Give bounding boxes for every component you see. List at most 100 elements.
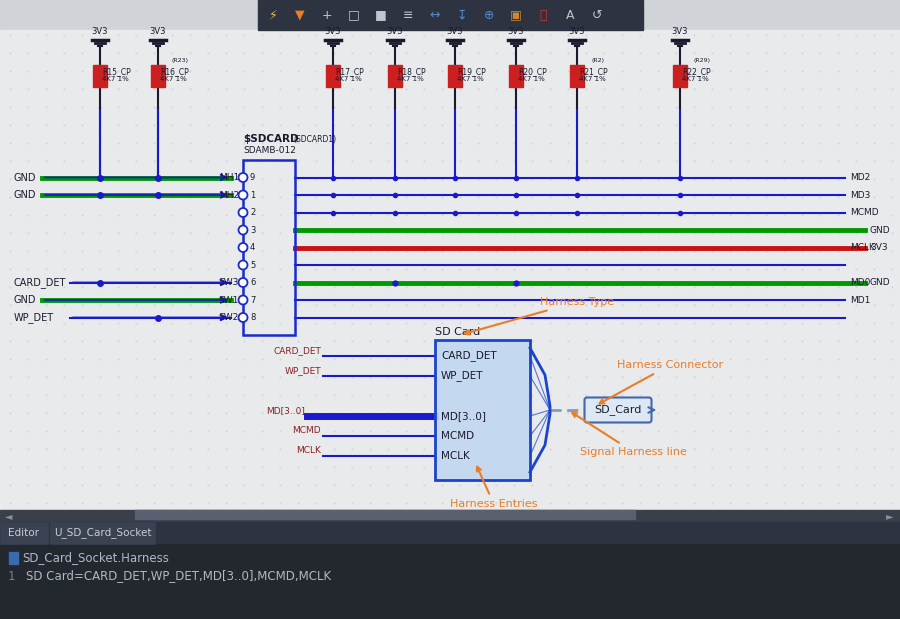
Text: GND: GND <box>14 173 37 183</box>
Text: (R2): (R2) <box>591 58 604 63</box>
Text: Signal Harness line: Signal Harness line <box>572 413 687 457</box>
Bar <box>0 544 900 619</box>
Text: $SDCARD: $SDCARD <box>243 134 299 144</box>
Text: 4K7 1%: 4K7 1% <box>518 76 544 82</box>
Text: □: □ <box>348 9 360 22</box>
Text: MD[3..0]: MD[3..0] <box>266 406 305 415</box>
Bar <box>388 65 402 87</box>
Text: 4K7 1%: 4K7 1% <box>102 76 129 82</box>
Text: MCLK: MCLK <box>441 451 470 461</box>
Circle shape <box>238 191 248 199</box>
Text: 4K7 1%: 4K7 1% <box>397 76 424 82</box>
Text: R15_CP: R15_CP <box>102 67 130 76</box>
Text: R21_CP: R21_CP <box>579 67 608 76</box>
Text: GND: GND <box>870 225 891 235</box>
Bar <box>0 510 900 522</box>
Text: ↔: ↔ <box>430 9 440 22</box>
Circle shape <box>238 261 248 269</box>
Text: ⓘ: ⓘ <box>539 9 547 22</box>
Text: 3V3: 3V3 <box>446 27 464 36</box>
Bar <box>673 65 687 87</box>
Text: ▣: ▣ <box>510 9 522 22</box>
Text: MD3: MD3 <box>850 191 870 199</box>
Text: R19_CP: R19_CP <box>457 67 486 76</box>
Circle shape <box>238 295 248 305</box>
Text: (SDCARD1): (SDCARD1) <box>293 135 336 144</box>
Text: 2: 2 <box>250 208 256 217</box>
Text: Harness Type: Harness Type <box>465 297 614 334</box>
Bar <box>0 522 900 544</box>
Text: WP_DET: WP_DET <box>284 366 321 375</box>
Text: 4: 4 <box>250 243 256 252</box>
Text: 3V3: 3V3 <box>671 27 688 36</box>
Text: MH1: MH1 <box>219 173 239 182</box>
Text: 4K7 1%: 4K7 1% <box>579 76 606 82</box>
Text: 9: 9 <box>250 173 256 182</box>
FancyBboxPatch shape <box>584 397 652 423</box>
Text: Harness Connector: Harness Connector <box>599 360 723 404</box>
Text: ⚡: ⚡ <box>268 9 277 22</box>
Text: MD2: MD2 <box>850 173 870 182</box>
Text: MCMD: MCMD <box>850 208 878 217</box>
Bar <box>243 160 295 335</box>
Text: MCMD: MCMD <box>441 431 474 441</box>
Text: ↺: ↺ <box>592 9 602 22</box>
Text: MCLK: MCLK <box>296 446 321 455</box>
Text: 3V3: 3V3 <box>508 27 524 36</box>
Text: 3V3: 3V3 <box>325 27 341 36</box>
Text: 3V3: 3V3 <box>92 27 108 36</box>
Circle shape <box>238 243 248 252</box>
Text: MH2: MH2 <box>219 191 239 199</box>
Text: +: + <box>321 9 332 22</box>
Text: WP_DET: WP_DET <box>441 371 483 381</box>
Text: 8: 8 <box>250 313 256 322</box>
Text: MD0: MD0 <box>850 278 870 287</box>
Text: 3V3: 3V3 <box>569 27 585 36</box>
Circle shape <box>238 278 248 287</box>
Bar <box>135 510 635 519</box>
Text: 6: 6 <box>250 278 256 287</box>
Text: 3V3: 3V3 <box>387 27 403 36</box>
Text: ▼: ▼ <box>295 9 305 22</box>
Bar <box>93 65 107 87</box>
Text: 1: 1 <box>8 569 15 582</box>
Circle shape <box>238 225 248 235</box>
Text: MCMD: MCMD <box>292 426 321 435</box>
Text: 1: 1 <box>250 191 256 199</box>
Text: 4K7 1%: 4K7 1% <box>160 76 187 82</box>
Bar <box>448 65 462 87</box>
Text: SW1: SW1 <box>219 295 239 305</box>
Text: ■: ■ <box>375 9 387 22</box>
Text: Editor: Editor <box>8 528 39 538</box>
Text: 4K7 1%: 4K7 1% <box>335 76 362 82</box>
Bar <box>0 30 900 510</box>
Text: CARD_DET: CARD_DET <box>273 346 321 355</box>
Text: MD1: MD1 <box>850 295 870 305</box>
Text: SDAMB-012: SDAMB-012 <box>243 146 296 155</box>
Text: R20_CP: R20_CP <box>518 67 547 76</box>
Text: 3V3: 3V3 <box>149 27 166 36</box>
Text: 5: 5 <box>250 261 256 269</box>
Text: SD_Card: SD_Card <box>594 405 642 415</box>
Bar <box>151 65 165 87</box>
Text: R17_CP: R17_CP <box>335 67 364 76</box>
Bar <box>0 522 48 544</box>
Text: Harness Entries: Harness Entries <box>450 467 537 509</box>
Bar <box>570 65 584 87</box>
Circle shape <box>238 313 248 322</box>
Text: WP_DET: WP_DET <box>14 312 54 323</box>
Circle shape <box>238 208 248 217</box>
Text: ⊕: ⊕ <box>484 9 494 22</box>
Text: MCLK: MCLK <box>850 243 875 252</box>
Text: ↧: ↧ <box>456 9 467 22</box>
Text: 7: 7 <box>250 295 256 305</box>
Bar <box>258 0 643 30</box>
Circle shape <box>238 173 248 182</box>
Text: 3V3: 3V3 <box>870 243 887 252</box>
Text: SD Card: SD Card <box>435 327 481 337</box>
Text: R22_CP: R22_CP <box>682 67 711 76</box>
Text: R16_CP: R16_CP <box>160 67 189 76</box>
Bar <box>435 340 530 480</box>
Text: (R29): (R29) <box>694 58 711 63</box>
Text: R18_CP: R18_CP <box>397 67 426 76</box>
